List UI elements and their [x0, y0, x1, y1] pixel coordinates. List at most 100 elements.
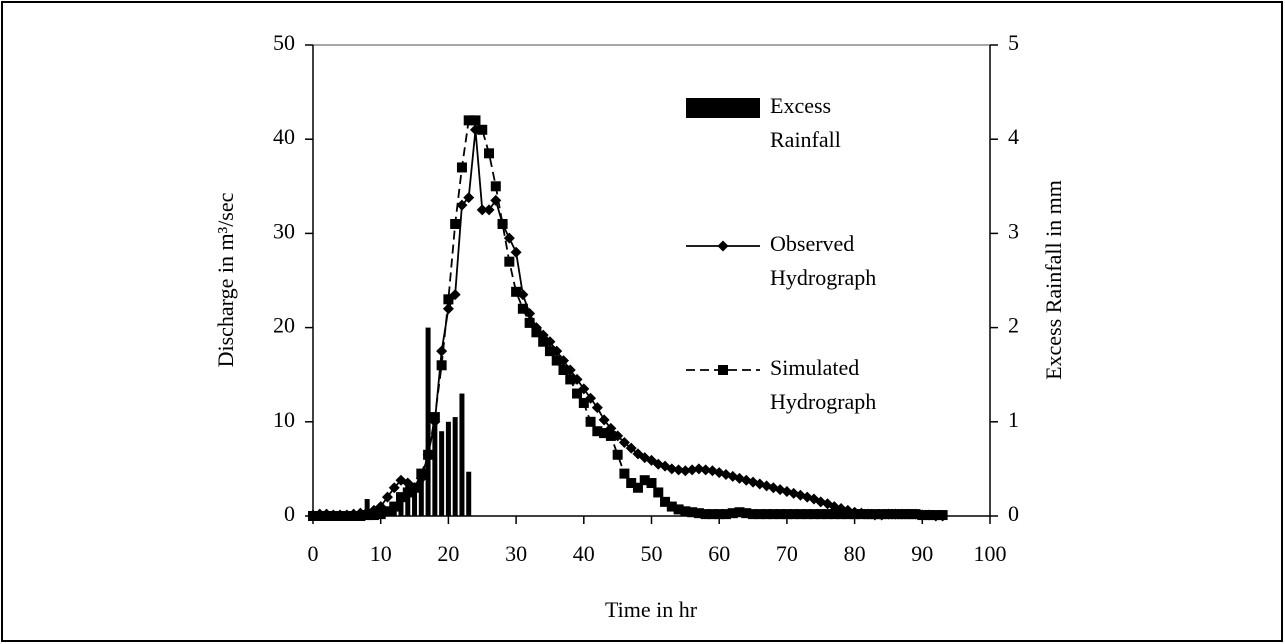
- y2-tick-label: 0: [1008, 501, 1019, 526]
- legend-label: Observed Hydrograph: [770, 231, 876, 290]
- diamond-marker: [625, 442, 637, 454]
- square-marker: [484, 148, 495, 159]
- square-marker: [429, 412, 440, 423]
- diamond-marker: [388, 482, 400, 494]
- y-tick-label: 40: [273, 124, 295, 149]
- rain-bar: [432, 421, 438, 516]
- y2-tick-label: 1: [1008, 407, 1019, 432]
- y-axis-label: Discharge in m³/sec: [213, 192, 238, 367]
- x-tick-label: 10: [370, 541, 392, 566]
- x-tick-label: 0: [308, 541, 319, 566]
- y2-tick-label: 4: [1008, 124, 1019, 149]
- diamond-marker: [679, 465, 691, 477]
- square-marker: [754, 509, 765, 520]
- x-axis-label: Time in hr: [605, 597, 698, 622]
- legend-label: Excess Rainfall: [770, 93, 841, 152]
- legend-label: Simulated Hydrograph: [770, 355, 876, 414]
- square-marker: [741, 508, 752, 519]
- square-marker: [328, 511, 339, 521]
- diamond-marker: [693, 463, 705, 475]
- square-marker: [585, 416, 596, 427]
- square-marker: [930, 510, 941, 521]
- square-marker: [504, 256, 515, 267]
- x-tick-label: 40: [573, 541, 595, 566]
- square-marker: [680, 506, 691, 517]
- square-marker: [863, 509, 874, 520]
- y2-axis-label: Excess Rainfall in mm: [1041, 180, 1066, 380]
- square-marker: [795, 509, 806, 520]
- rain-bar: [398, 492, 404, 516]
- square-marker: [707, 509, 718, 520]
- diamond-marker: [503, 232, 515, 244]
- x-tick-label: 100: [974, 541, 1007, 566]
- diamond-marker: [463, 192, 475, 204]
- square-marker: [748, 509, 759, 520]
- square-marker: [572, 388, 583, 399]
- y2-tick-label: 3: [1008, 218, 1019, 243]
- square-marker: [355, 511, 366, 521]
- diamond-marker: [673, 464, 685, 476]
- square-marker: [368, 510, 379, 521]
- square-marker: [314, 511, 325, 521]
- square-marker: [842, 509, 853, 520]
- x-tick-label: 30: [505, 541, 527, 566]
- diamond-marker: [456, 199, 468, 211]
- square-marker: [382, 506, 393, 517]
- square-marker: [815, 509, 826, 520]
- square-marker: [416, 468, 427, 479]
- square-marker: [389, 501, 400, 512]
- diamond-marker: [375, 501, 387, 513]
- square-marker: [876, 509, 887, 520]
- square-marker: [423, 449, 434, 460]
- x-tick-label: 20: [437, 541, 459, 566]
- square-marker: [348, 511, 359, 521]
- square-marker: [808, 509, 819, 520]
- square-marker: [443, 294, 454, 305]
- square-marker: [761, 509, 772, 520]
- rain-bar: [452, 417, 458, 516]
- rain-bar: [459, 393, 465, 516]
- square-marker: [836, 509, 847, 520]
- diamond-marker: [483, 204, 495, 216]
- y2-tick-label: 5: [1008, 30, 1019, 55]
- rain-bar: [445, 421, 451, 516]
- square-marker: [883, 509, 894, 520]
- diamond-marker: [717, 240, 729, 252]
- diamond-marker: [618, 437, 630, 449]
- rain-bar: [412, 487, 418, 516]
- square-marker: [565, 374, 576, 385]
- square-marker: [396, 492, 407, 503]
- x-tick-label: 80: [844, 541, 866, 566]
- square-marker: [788, 509, 799, 520]
- diamond-marker: [700, 464, 712, 476]
- square-marker: [700, 509, 711, 520]
- square-marker: [718, 365, 728, 375]
- square-marker: [578, 397, 589, 408]
- square-marker: [470, 115, 481, 126]
- square-marker: [937, 510, 948, 521]
- square-marker: [917, 510, 928, 521]
- square-marker: [599, 428, 610, 439]
- rain-bar: [439, 431, 445, 516]
- legend-swatch: [686, 98, 760, 118]
- square-marker: [924, 510, 935, 521]
- diamond-marker: [476, 204, 488, 216]
- x-tick-label: 50: [641, 541, 663, 566]
- y-tick-label: 10: [273, 407, 295, 432]
- square-marker: [497, 218, 508, 229]
- square-marker: [632, 482, 643, 493]
- square-marker: [720, 509, 731, 520]
- square-marker: [517, 303, 528, 314]
- square-marker: [626, 478, 637, 489]
- square-marker: [456, 162, 467, 173]
- square-marker: [687, 507, 698, 518]
- diamond-marker: [591, 402, 603, 414]
- square-marker: [781, 509, 792, 520]
- square-marker: [849, 509, 860, 520]
- square-marker: [335, 511, 346, 521]
- square-marker: [890, 509, 901, 520]
- diamond-marker: [381, 491, 393, 503]
- square-marker: [544, 346, 555, 357]
- square-marker: [856, 509, 867, 520]
